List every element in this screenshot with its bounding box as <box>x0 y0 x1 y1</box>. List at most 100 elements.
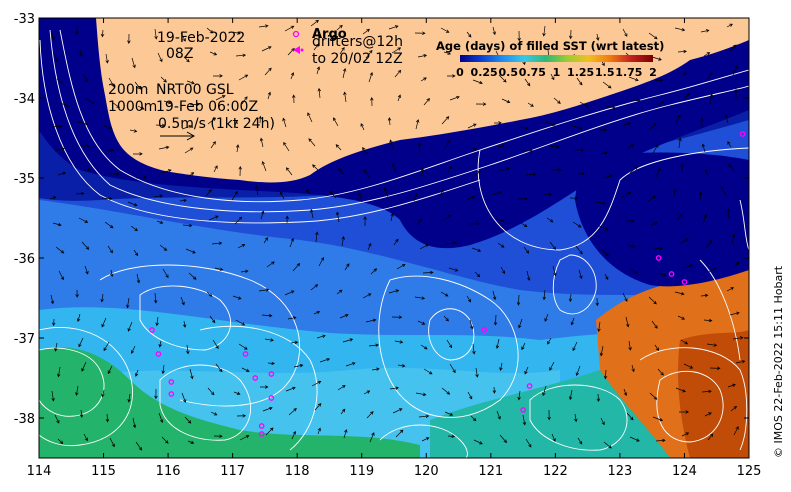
current-arrow <box>362 147 368 155</box>
current-arrow <box>106 148 115 153</box>
x-tick-label: 122 <box>543 464 568 479</box>
current-arrow <box>186 344 190 355</box>
current-arrow <box>605 105 616 110</box>
current-arrow <box>551 433 556 442</box>
current-arrow <box>57 366 61 378</box>
y-tick-label: -38 <box>14 412 35 427</box>
current-arrow <box>282 117 287 128</box>
current-arrow <box>83 433 88 442</box>
current-arrow <box>317 87 322 99</box>
current-arrow <box>415 392 427 397</box>
current-arrow <box>492 386 497 394</box>
x-tick-label: 119 <box>349 464 374 479</box>
contour-line <box>159 364 252 441</box>
current-arrow <box>154 28 158 40</box>
current-arrow <box>231 191 238 201</box>
current-arrow <box>333 117 339 127</box>
current-arrow <box>310 284 319 291</box>
current-arrow <box>499 167 510 172</box>
current-arrow <box>307 112 313 123</box>
current-arrow <box>726 287 735 292</box>
current-arrow <box>363 390 371 395</box>
current-arrow <box>704 412 712 417</box>
current-arrow <box>130 225 138 232</box>
current-arrow <box>54 342 58 352</box>
current-arrow <box>603 369 608 380</box>
current-arrow <box>313 310 321 315</box>
current-arrow <box>182 320 187 328</box>
colorbar-tick-label: 0 <box>456 66 464 79</box>
current-arrow <box>630 268 638 275</box>
current-arrow <box>572 221 582 228</box>
current-arrow <box>80 144 91 148</box>
credit-text: © IMOS 22-Feb-2022 15:11 Hobart <box>772 265 785 458</box>
contour-line <box>139 285 232 351</box>
current-arrow <box>126 297 130 309</box>
current-arrow <box>258 288 270 292</box>
current-arrow <box>423 97 430 106</box>
argo-float-marker <box>655 255 662 261</box>
current-arrow <box>415 119 420 130</box>
colorbar-tick-label: 1.5 <box>595 66 615 79</box>
current-arrow <box>517 197 528 201</box>
current-arrow <box>394 340 404 344</box>
current-arrow <box>137 105 145 110</box>
current-arrow <box>623 122 631 126</box>
current-arrow <box>107 245 113 254</box>
current-arrow <box>701 389 712 394</box>
current-arrow <box>706 343 718 347</box>
current-arrow <box>657 100 665 106</box>
argo-legend-marker <box>292 30 300 38</box>
current-arrow <box>395 429 404 438</box>
current-arrow <box>207 387 215 396</box>
current-arrow <box>517 30 521 42</box>
current-arrow <box>235 319 246 326</box>
current-arrow <box>682 264 694 269</box>
current-arrow <box>370 268 378 275</box>
current-arrow <box>655 167 661 178</box>
current-arrow <box>57 438 64 445</box>
current-arrow <box>267 91 272 100</box>
model-label: NRT00 GSL <box>156 82 234 98</box>
scale-arrow <box>160 131 196 141</box>
y-tick-label: -34 <box>14 92 35 107</box>
current-arrow <box>388 289 400 294</box>
current-arrow <box>285 167 293 176</box>
current-arrow <box>49 196 57 200</box>
current-arrow <box>265 427 274 436</box>
current-arrow <box>258 24 269 28</box>
current-arrow <box>576 77 583 86</box>
current-arrow <box>81 361 87 372</box>
current-arrow <box>287 47 295 56</box>
current-arrow <box>391 315 403 319</box>
current-arrow <box>650 221 658 226</box>
current-arrow <box>310 208 314 219</box>
current-arrow <box>316 66 321 75</box>
current-arrow <box>698 191 703 201</box>
contour-line <box>99 264 301 407</box>
current-arrow <box>259 385 269 389</box>
argo-float-marker <box>242 351 249 357</box>
current-arrow <box>683 92 690 101</box>
current-arrow <box>363 169 371 179</box>
current-arrow <box>472 343 476 355</box>
current-arrow <box>291 430 296 440</box>
current-arrow <box>183 56 190 63</box>
current-arrow <box>574 413 578 423</box>
current-arrow <box>206 27 214 34</box>
current-arrow <box>186 80 195 85</box>
current-arrow <box>445 241 457 245</box>
current-arrow <box>53 54 59 63</box>
current-arrow <box>571 125 583 130</box>
current-arrow <box>157 52 163 63</box>
current-arrow <box>238 165 242 177</box>
current-arrow <box>345 362 356 367</box>
current-arrow <box>518 318 523 329</box>
current-arrow <box>647 195 656 202</box>
current-arrow <box>700 293 709 298</box>
current-arrow <box>421 437 430 442</box>
current-arrow <box>308 138 316 147</box>
current-arrow <box>734 261 740 268</box>
current-arrow <box>575 245 583 255</box>
